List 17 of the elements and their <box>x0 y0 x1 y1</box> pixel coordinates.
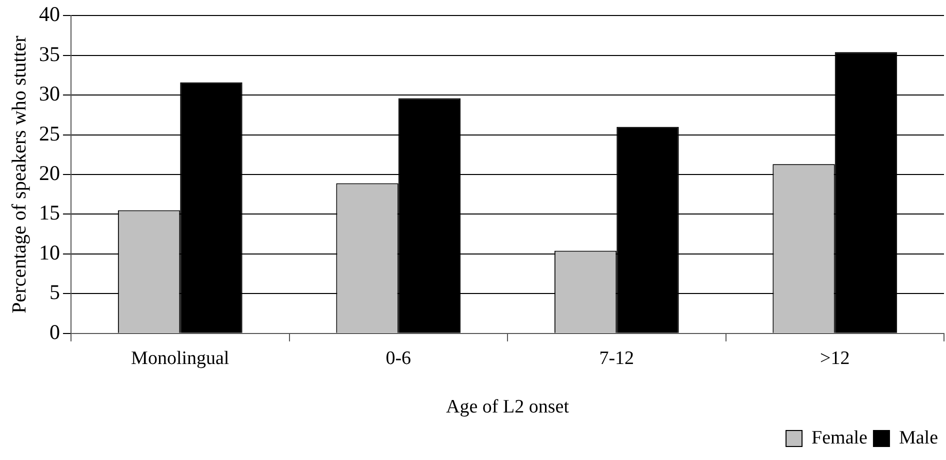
x-tick-label: 0-6 <box>386 348 412 369</box>
y-tick-label: 10 <box>39 240 60 264</box>
y-tick-label: 15 <box>39 200 60 225</box>
y-tick-label: 25 <box>39 121 60 146</box>
y-tick-label: 0 <box>50 320 60 344</box>
y-axis-title: Percentage of speakers who stutter <box>8 35 30 314</box>
legend-label: Male <box>898 427 938 448</box>
legend-label: Female <box>812 427 868 448</box>
x-tick-label: Monolingual <box>131 348 230 369</box>
y-tick-label: 5 <box>50 280 60 304</box>
y-tick-label: 40 <box>39 2 60 26</box>
y-tick-label: 35 <box>39 42 60 66</box>
x-tick-label: 7-12 <box>599 348 634 369</box>
x-tick-label: >12 <box>820 348 850 369</box>
y-tick-label: 30 <box>39 82 60 106</box>
y-tick-label: 20 <box>39 161 60 186</box>
x-axis-title: Age of L2 onset <box>446 396 570 418</box>
